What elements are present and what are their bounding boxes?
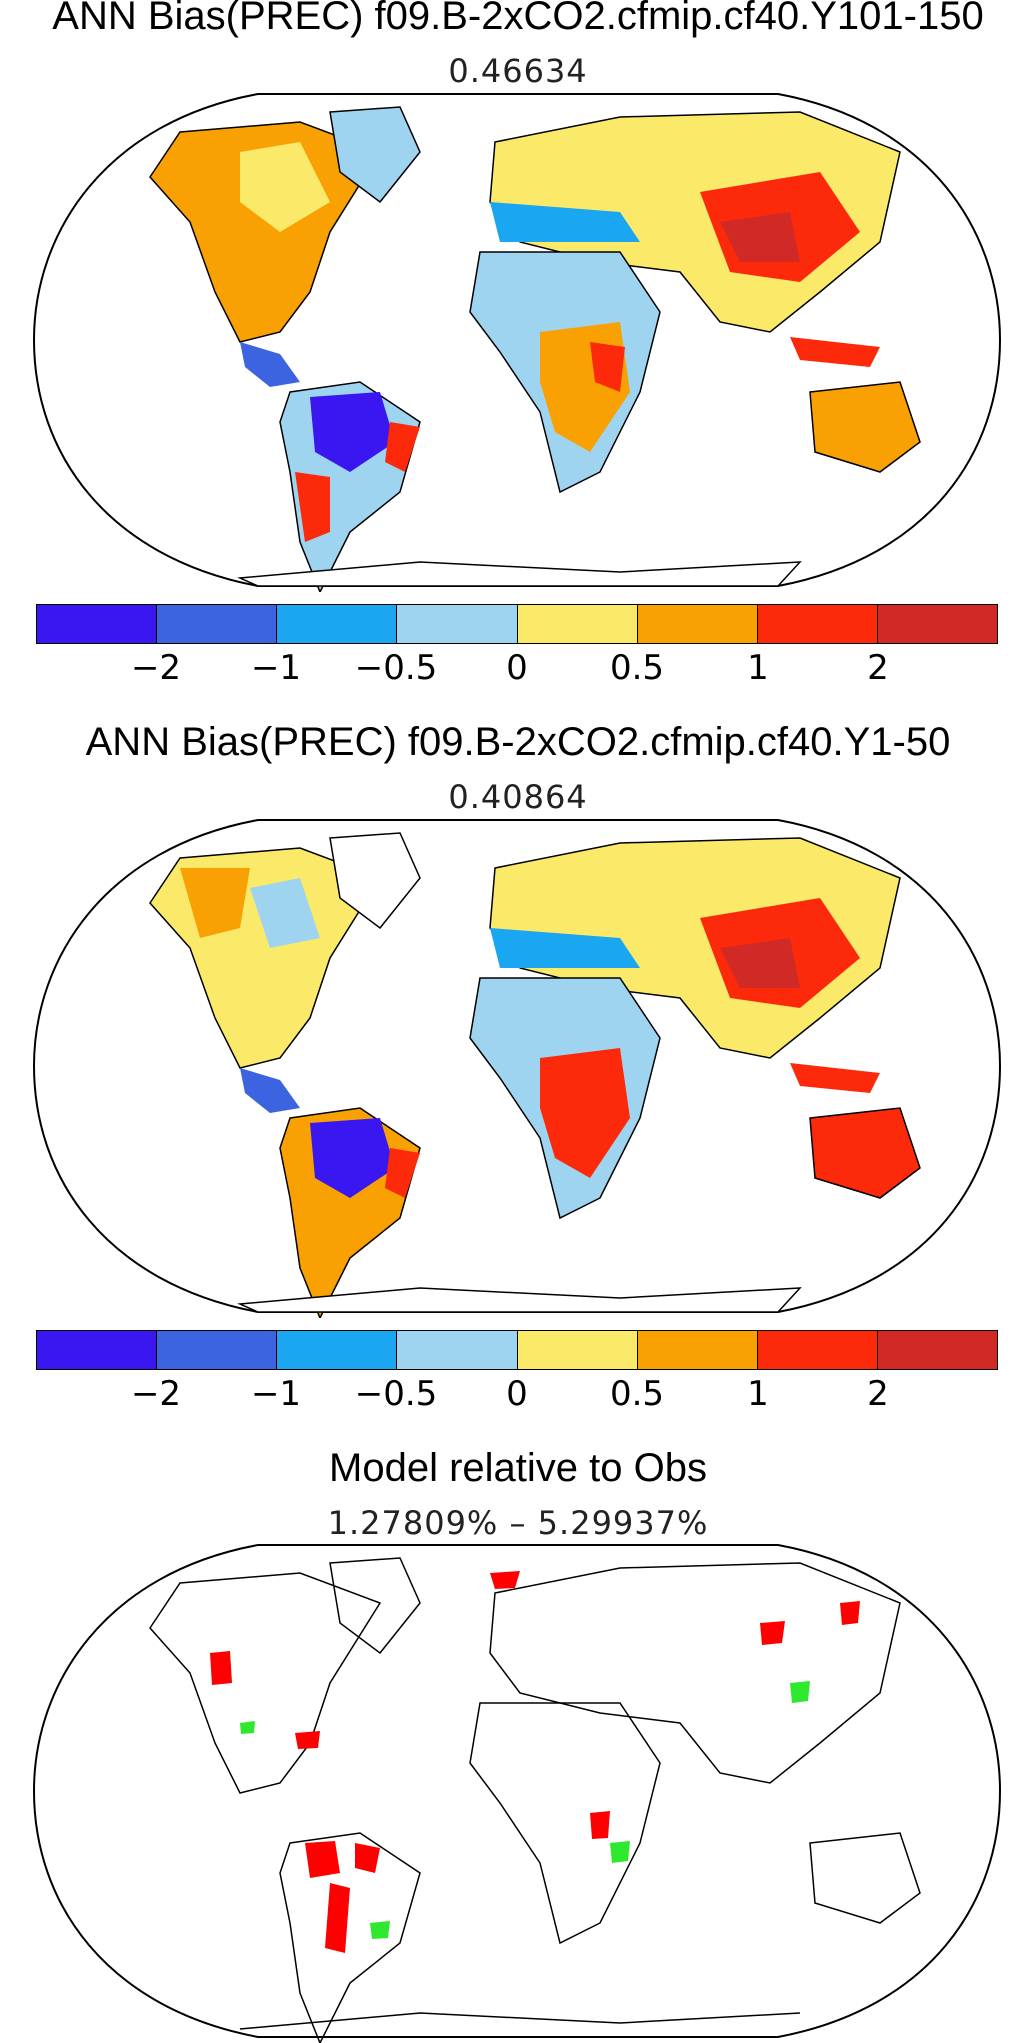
colorbar-tick-label: −0.5 bbox=[354, 1374, 438, 1414]
colorbar-tick-label: 2 bbox=[867, 1374, 889, 1414]
panel1-title: ANN Bias(PREC) f09.B-2xCO2.cfmip.cf40.Y1… bbox=[52, 0, 984, 38]
panel3-significance-map bbox=[32, 1544, 1002, 2043]
colorbar-tick-label: 0 bbox=[506, 648, 528, 688]
colorbar-swatch bbox=[757, 1331, 878, 1369]
central-africa-wet bbox=[540, 1048, 630, 1178]
significant-better-patch bbox=[790, 1681, 810, 1703]
colorbar-tick-label: −1 bbox=[250, 1374, 302, 1414]
significant-worse-patch bbox=[295, 1731, 320, 1749]
antarctica-outline bbox=[239, 2012, 801, 2030]
colorbar-swatch bbox=[397, 1331, 518, 1369]
panel2-colorbar bbox=[36, 1330, 998, 1370]
significant-better-patch bbox=[370, 1921, 390, 1939]
brazil-east-wet bbox=[385, 422, 420, 472]
colorbar-tick-label: 0.5 bbox=[609, 648, 665, 688]
colorbar-tick-label: 0.5 bbox=[609, 1374, 665, 1414]
colorbar-swatch bbox=[877, 1331, 997, 1369]
significant-better-patch bbox=[610, 1841, 630, 1863]
mediterranean-dry-band bbox=[490, 202, 640, 242]
panel2-title: ANN Bias(PREC) f09.B-2xCO2.cfmip.cf40.Y1… bbox=[85, 720, 951, 764]
colorbar-swatch bbox=[277, 605, 398, 643]
colorbar-swatch bbox=[277, 1331, 398, 1369]
colorbar-swatch bbox=[37, 1331, 158, 1369]
colorbar-swatch bbox=[757, 605, 878, 643]
africa-outline bbox=[469, 1702, 661, 1945]
tibet-wet-core bbox=[720, 212, 800, 262]
colorbar-swatch bbox=[517, 1331, 638, 1369]
indonesia-islands bbox=[790, 337, 880, 367]
colorbar-tick-label: 2 bbox=[867, 648, 889, 688]
colorbar-swatch bbox=[397, 605, 518, 643]
colorbar-swatch bbox=[157, 605, 278, 643]
amazon-dry-region bbox=[310, 392, 395, 472]
panel1-colorbar bbox=[36, 604, 998, 644]
colorbar-tick-label: 1 bbox=[747, 648, 769, 688]
panel1-subtitle: 0.46634 bbox=[448, 52, 588, 90]
significant-worse-patch bbox=[325, 1883, 350, 1953]
colorbar-tick-label: −0.5 bbox=[354, 648, 438, 688]
panel2-bias-map bbox=[32, 819, 1002, 1318]
colorbar-tick-label: −2 bbox=[130, 1374, 182, 1414]
australia-land bbox=[809, 381, 921, 473]
map-frame bbox=[32, 1544, 1002, 2038]
australia-land bbox=[809, 1107, 921, 1199]
south-america-outline bbox=[279, 1832, 421, 2043]
panel3-subtitle: 1.27809% – 5.29937% bbox=[327, 1504, 709, 1542]
colorbar-swatch bbox=[637, 1331, 758, 1369]
indonesia-islands bbox=[790, 1063, 880, 1093]
canada-wet-region bbox=[240, 142, 330, 232]
colorbar-tick-label: −1 bbox=[250, 648, 302, 688]
antarctica-coast bbox=[237, 561, 802, 587]
significant-worse-patch bbox=[840, 1601, 860, 1625]
greenland bbox=[329, 832, 421, 930]
significant-worse-patch bbox=[590, 1811, 610, 1839]
panel1-bias-map bbox=[32, 93, 1002, 592]
australia-outline bbox=[809, 1832, 921, 1924]
significant-worse-patch bbox=[490, 1571, 520, 1589]
significant-better-patch bbox=[240, 1721, 255, 1734]
north-america-outline bbox=[149, 1572, 382, 1794]
canada-wet-region bbox=[180, 868, 250, 938]
colorbar-swatch bbox=[637, 605, 758, 643]
brazil-east-wet bbox=[385, 1148, 420, 1198]
central-america bbox=[240, 342, 300, 387]
significant-worse-patch bbox=[760, 1621, 785, 1645]
tibet-wet-core bbox=[720, 938, 800, 988]
significant-worse-patch bbox=[355, 1843, 380, 1873]
central-america bbox=[240, 1068, 300, 1113]
colorbar-tick-label: 1 bbox=[747, 1374, 769, 1414]
significant-worse-patch bbox=[305, 1841, 340, 1878]
colorbar-swatch bbox=[157, 1331, 278, 1369]
panel3-title: Model relative to Obs bbox=[329, 1446, 707, 1490]
panel2-subtitle: 0.40864 bbox=[448, 778, 588, 816]
amazon-dry-region bbox=[310, 1118, 395, 1198]
south-america-south-wet bbox=[295, 472, 330, 542]
colorbar-swatch bbox=[37, 605, 158, 643]
greenland bbox=[329, 106, 421, 204]
mediterranean-dry-band bbox=[490, 928, 640, 968]
colorbar-swatch bbox=[877, 605, 997, 643]
colorbar-tick-label: −2 bbox=[130, 648, 182, 688]
significant-worse-patch bbox=[210, 1651, 232, 1685]
greenland-outline bbox=[329, 1557, 421, 1655]
antarctica-coast bbox=[237, 1287, 802, 1313]
colorbar-swatch bbox=[517, 605, 638, 643]
eurasia-outline bbox=[489, 1562, 901, 1784]
canada-dry-region bbox=[250, 878, 320, 948]
colorbar-tick-label: 0 bbox=[506, 1374, 528, 1414]
east-africa-wet bbox=[590, 342, 625, 392]
